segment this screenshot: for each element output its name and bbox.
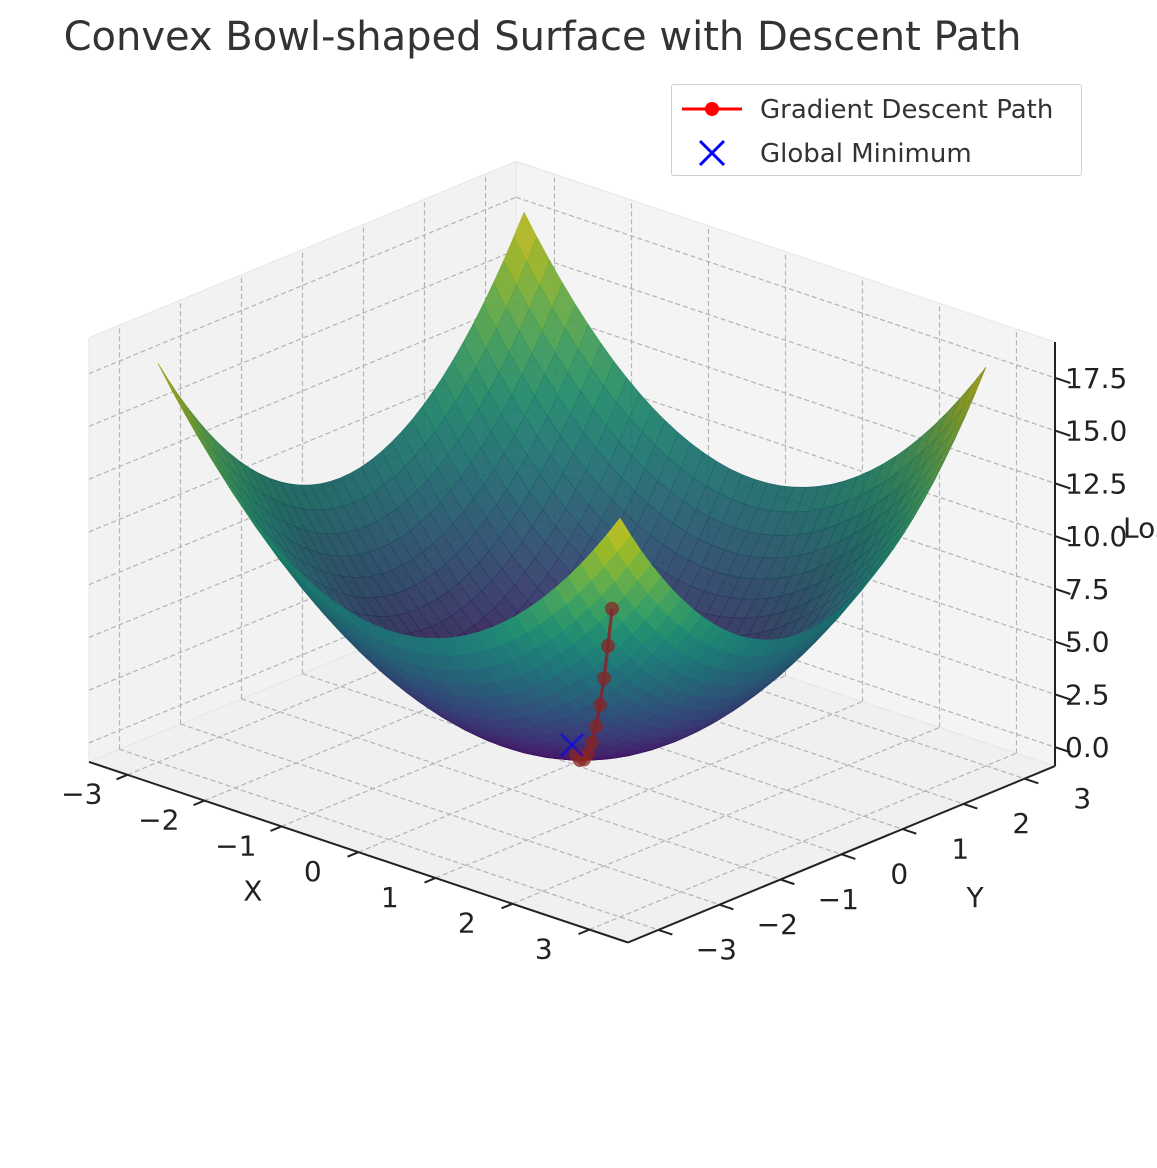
y-tick <box>841 853 856 860</box>
descent-point-overlay <box>597 671 611 686</box>
x-tick-label: −3 <box>61 778 102 811</box>
descent-point-overlay <box>601 639 615 654</box>
z-tick <box>1054 429 1071 437</box>
descent-point-overlay <box>585 735 599 750</box>
grid-line <box>515 354 1056 537</box>
z-axis-label: Loss <box>1123 512 1157 545</box>
descent-path <box>559 601 619 767</box>
z-tick-label: 0.0 <box>1065 731 1110 764</box>
y-tick-label: −2 <box>757 908 798 941</box>
z-tick-label: 15.0 <box>1065 415 1127 448</box>
line-marker-icon <box>682 102 742 116</box>
x-axis-label: X <box>243 875 262 908</box>
x-tick <box>116 773 128 781</box>
descent-point <box>589 719 603 734</box>
x-tick <box>193 799 205 807</box>
z-tick-label: 12.5 <box>1065 467 1127 500</box>
x-tick <box>270 825 282 832</box>
x-tick-label: 3 <box>535 932 553 965</box>
z-tick <box>1054 376 1071 384</box>
x-tick <box>424 877 436 884</box>
descent-point-overlay <box>593 697 607 712</box>
legend-item-minimum: Global Minimum <box>672 133 1081 173</box>
bowl-surface <box>157 211 987 761</box>
x-tick-label: −2 <box>138 803 179 836</box>
legend: Gradient Descent Path Global Minimum <box>671 84 1082 176</box>
y-tick <box>963 802 978 810</box>
surface-patch <box>606 517 631 552</box>
y-tick-label: 2 <box>1012 807 1030 840</box>
descent-point-overlay <box>605 601 619 616</box>
descent-point-overlay <box>589 719 603 734</box>
y-tick <box>1024 777 1039 785</box>
axes: −3 −2 −1 0 1 2 3 −3 −2 −1 0 1 2 3 0.0 2.5 5.0 7.5 10.0 12.5… <box>61 341 1157 966</box>
x-marker-icon <box>698 139 726 167</box>
x-tick-label: 2 <box>458 907 476 940</box>
grid-line <box>512 726 940 905</box>
x-tick <box>347 851 359 858</box>
grid-line <box>589 752 1017 931</box>
x-tick-label: 1 <box>381 881 399 914</box>
descent-point <box>597 671 611 686</box>
z-tick <box>1054 535 1071 543</box>
y-tick <box>902 828 917 835</box>
grid-line <box>515 302 1056 484</box>
z-tick <box>1054 640 1071 648</box>
grid-line <box>88 302 517 480</box>
grid-line <box>241 698 781 881</box>
y-tick <box>658 928 673 936</box>
x-tick <box>578 928 590 936</box>
y-tick-label: −3 <box>696 933 737 966</box>
y-tick-label: −1 <box>818 883 859 916</box>
y-tick-label: 0 <box>890 858 908 891</box>
y-tick-label: 3 <box>1073 782 1091 815</box>
descent-point <box>585 735 599 750</box>
z-tick-label: 5.0 <box>1065 626 1110 659</box>
z-tick <box>1054 746 1071 754</box>
y-tick <box>719 903 734 911</box>
chart-title: Convex Bowl-shaped Surface with Descent … <box>63 14 1022 60</box>
y-tick <box>780 878 795 886</box>
x-tick <box>501 902 513 910</box>
descent-point <box>593 697 607 712</box>
grid-line <box>302 673 842 855</box>
z-tick-label: 10.0 <box>1065 520 1127 553</box>
grid-line <box>88 249 517 427</box>
global-minimum-marker <box>559 732 585 758</box>
z-tick-label: 2.5 <box>1065 678 1110 711</box>
y-tick-label: 1 <box>951 832 969 865</box>
z-tick-label: 7.5 <box>1065 573 1110 606</box>
grid-line <box>88 196 517 375</box>
descent-point <box>601 639 615 654</box>
grid-line <box>515 196 1056 379</box>
z-tick-label: 17.5 <box>1065 362 1127 395</box>
descent-point <box>605 601 619 616</box>
legend-label-path: Gradient Descent Path <box>760 95 1054 125</box>
y-axis-label: Y <box>965 881 984 914</box>
x-tick-label: 0 <box>304 855 322 888</box>
legend-label-minimum: Global Minimum <box>760 139 972 169</box>
legend-item-path: Gradient Descent Path <box>672 89 1081 129</box>
grid-line <box>435 701 863 879</box>
z-tick <box>1054 587 1071 595</box>
x-tick-label: −1 <box>215 829 256 862</box>
z-tick <box>1054 482 1071 490</box>
z-tick <box>1054 693 1071 701</box>
